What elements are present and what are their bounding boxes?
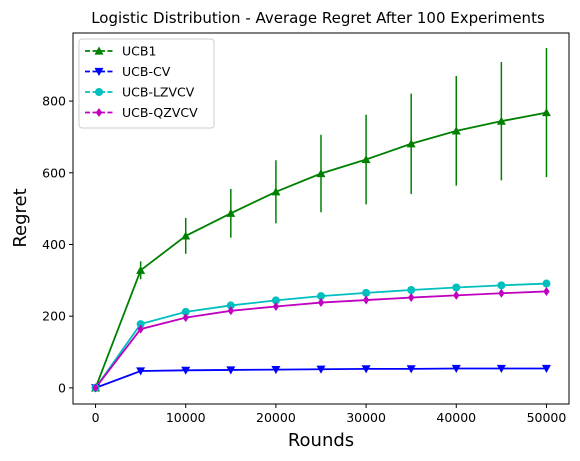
ucb-lzvcv-marker — [181, 307, 190, 316]
ucb-cv-marker — [541, 364, 551, 374]
x-axis-label: Rounds — [288, 430, 354, 451]
ucb1-marker — [361, 155, 371, 164]
ucb-cv-marker — [181, 366, 191, 375]
chart-title: Logistic Distribution - Average Regret A… — [91, 9, 545, 27]
ucb1-marker — [496, 116, 506, 125]
ucb-lzvcv-marker — [497, 281, 506, 290]
legend-ucb-lzvcv-marker — [95, 88, 103, 96]
legend: UCB1 UCB-CV UCB-LZVCV UCB-QZVCV — [78, 38, 215, 129]
y-tick-label: 200 — [42, 309, 66, 324]
ucb-lzvcv-marker — [226, 301, 235, 310]
ucb-cv-marker — [406, 365, 416, 374]
legend-ucb1-label: UCB1 — [122, 44, 156, 59]
y-tick-label: 0 — [58, 380, 66, 395]
ucb-cv-marker — [271, 365, 281, 375]
legend-ucb-lzvcv-label: UCB-LZVCV — [122, 85, 195, 100]
ucb1-marker — [316, 169, 326, 178]
ucb-cv-marker — [316, 365, 326, 374]
ucb1-marker — [136, 265, 146, 274]
legend-box — [78, 38, 215, 129]
series-markers — [91, 108, 551, 393]
ucb-qzvcv-marker — [92, 383, 99, 393]
ucb-cv-marker — [451, 364, 461, 374]
ucb-lzvcv-marker — [136, 320, 145, 329]
legend-ucb1-marker — [94, 46, 104, 55]
ucb-cv-marker — [361, 365, 371, 374]
ucb-lzvcv-marker — [362, 288, 371, 297]
x-tick-label: 20000 — [256, 410, 296, 425]
x-tick-label: 0 — [92, 410, 100, 425]
y-axis: 0 200 400 600 800 — [42, 94, 73, 395]
plot-frame — [72, 32, 570, 405]
ucb-qzvcv-marker — [543, 286, 550, 296]
x-axis: 0 10000 20000 30000 40000 50000 — [92, 404, 567, 425]
ucb-lzvcv-marker — [452, 283, 461, 292]
x-tick-label: 40000 — [436, 410, 476, 425]
legend-ucb-qzvcv-label: UCB-QZVCV — [122, 105, 198, 120]
ucb1-marker — [181, 231, 191, 240]
ucb-qzvcv-marker — [182, 313, 189, 323]
ucb-qzvcv-marker — [362, 295, 370, 305]
y-axis-label: Regret — [10, 188, 31, 247]
legend-ucb-cv-marker — [94, 67, 104, 76]
y-tick-label: 400 — [42, 237, 66, 252]
ucb1-marker — [226, 208, 236, 217]
ucb-cv-marker — [226, 366, 236, 375]
legend-ucb-cv-label: UCB-CV — [122, 64, 171, 79]
ucb-qzvcv-marker — [227, 306, 234, 316]
y-tick-label: 800 — [42, 94, 66, 109]
x-tick-label: 10000 — [166, 410, 206, 425]
ucb-lzvcv-marker — [407, 286, 416, 295]
ucb1-marker — [451, 126, 461, 135]
ucb-cv-marker — [136, 367, 146, 376]
ucb1-marker — [406, 139, 416, 148]
ucb-cv-marker — [496, 364, 506, 374]
ucb1-marker — [271, 187, 281, 196]
ucb1-marker — [541, 108, 551, 117]
ucb-lzvcv-marker — [271, 296, 280, 305]
ucb-qzvcv-marker — [453, 290, 460, 300]
ucb-qzvcv-marker — [408, 293, 415, 303]
ucb-qzvcv-marker — [272, 302, 280, 312]
x-tick-label: 50000 — [527, 410, 567, 425]
y-tick-label: 600 — [42, 165, 66, 180]
ucb-qzvcv-marker — [317, 298, 325, 308]
ucb-qzvcv-marker — [498, 288, 505, 298]
legend-ucb-qzvcv-marker — [95, 108, 103, 117]
ucb-qzvcv-marker — [137, 324, 144, 334]
x-tick-label: 30000 — [346, 410, 386, 425]
ucb-lzvcv-marker — [542, 279, 551, 288]
ucb-lzvcv-marker — [317, 292, 325, 301]
